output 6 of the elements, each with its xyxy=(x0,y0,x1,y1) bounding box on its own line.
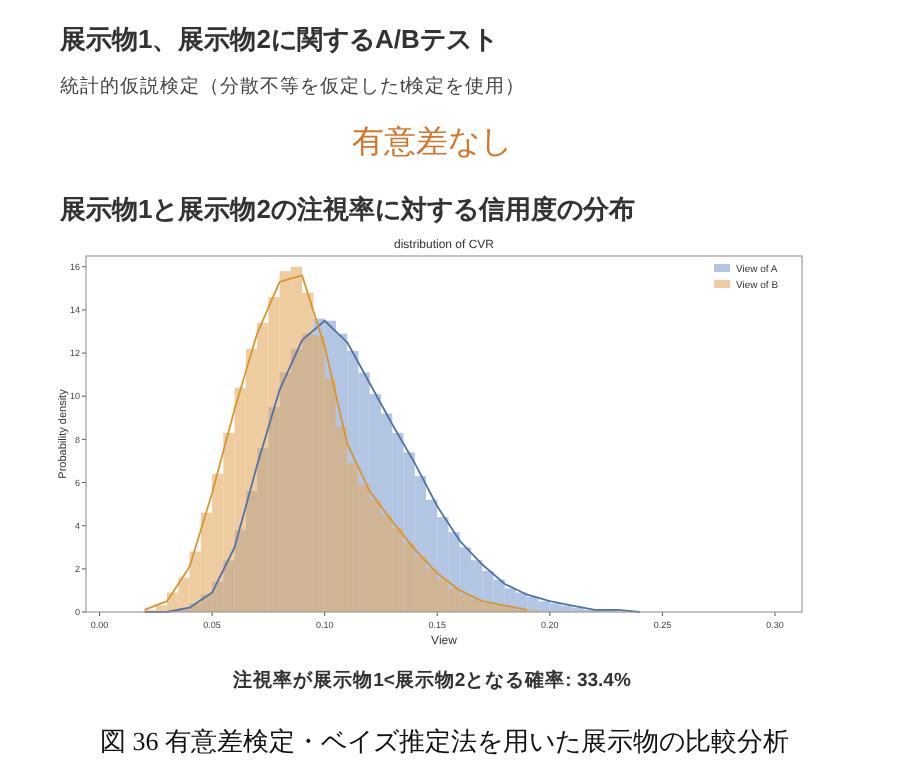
text: 展示物1、展示物2に関するA/Bテスト xyxy=(58,24,498,54)
text: 有意差なし xyxy=(352,124,512,160)
caption: 図 36 有意差検定・ベイズ推定法を用いた展示物の比較分析 xyxy=(100,726,789,756)
text: 統計的仮説検定（分散不等を仮定したt検定を使用） xyxy=(60,74,526,98)
text: 展示物1と展示物2の注視率に対する信用度の分布 xyxy=(58,194,635,224)
text: 注視率が展示物1<展示物2となる確率: 33.4% xyxy=(231,668,632,692)
